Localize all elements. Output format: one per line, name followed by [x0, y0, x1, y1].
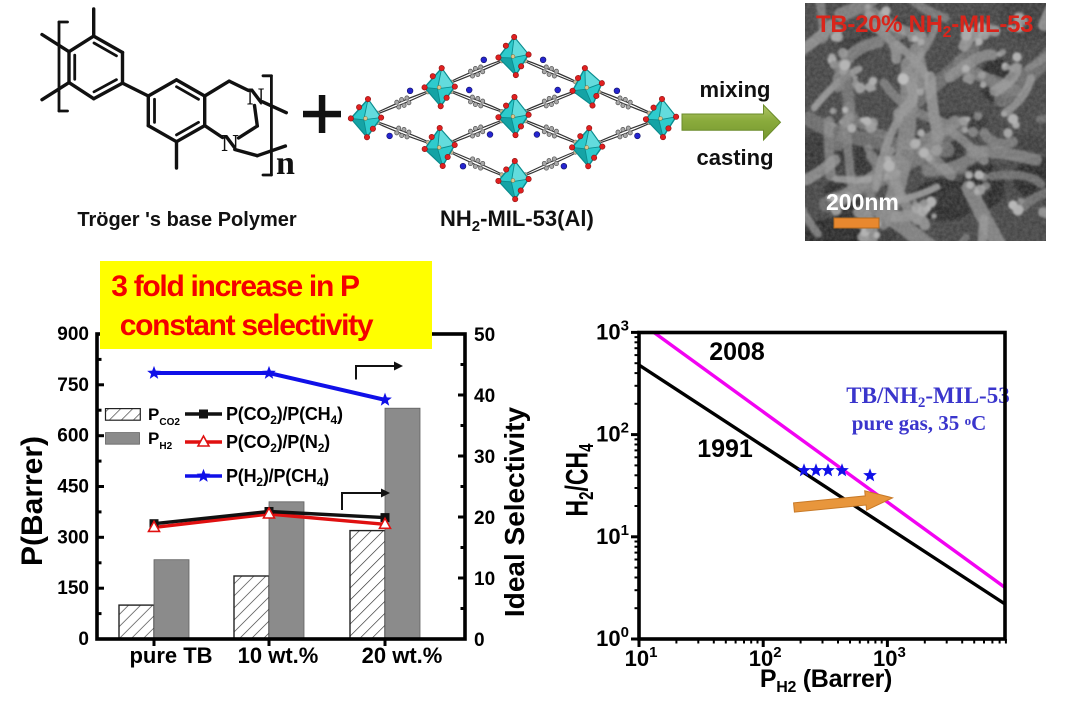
svg-text:N: N [221, 131, 239, 157]
svg-text:H2/CH4: H2/CH4 [559, 443, 597, 516]
svg-text:TB-20% NH2-MIL-53: TB-20% NH2-MIL-53 [816, 11, 1033, 41]
svg-text:20 wt.%: 20 wt.% [362, 643, 443, 668]
svg-text:750: 750 [57, 375, 89, 396]
svg-text:10: 10 [474, 569, 495, 590]
svg-text:pure TB: pure TB [129, 643, 212, 668]
svg-text:N: N [247, 85, 265, 111]
svg-text:mixing: mixing [700, 77, 771, 102]
svg-text:TB/NH2-MIL-53: TB/NH2-MIL-53 [846, 383, 1009, 411]
svg-text:P(Barrer): P(Barrer) [16, 436, 49, 566]
svg-text:2008: 2008 [709, 338, 765, 366]
svg-text:P(H2)/P(CH4): P(H2)/P(CH4) [226, 466, 329, 489]
svg-text:P(CO2)/P(CH4): P(CO2)/P(CH4) [226, 404, 343, 427]
svg-text:n: n [276, 145, 295, 182]
svg-text:30: 30 [474, 447, 495, 468]
svg-text:50: 50 [474, 325, 495, 346]
svg-text:600: 600 [57, 426, 89, 447]
svg-text:200nm: 200nm [826, 189, 899, 215]
svg-text:10 wt.%: 10 wt.% [238, 643, 319, 668]
svg-text:40: 40 [474, 386, 495, 407]
svg-text:300: 300 [57, 527, 89, 548]
svg-text:900: 900 [57, 324, 89, 345]
svg-text:Ideal Selectivity: Ideal Selectivity [499, 407, 530, 618]
svg-text:pure gas, 35 oC: pure gas, 35 oC [852, 411, 986, 435]
svg-text:20: 20 [474, 508, 495, 529]
svg-text:0: 0 [474, 630, 485, 651]
svg-text:Tröger 's base Polymer: Tröger 's base Polymer [77, 209, 297, 231]
svg-text:P(CO2)/P(N2): P(CO2)/P(N2) [226, 432, 330, 455]
svg-text:PH2 (Barrer): PH2 (Barrer) [760, 665, 892, 696]
svg-text:1991: 1991 [697, 435, 753, 463]
svg-text:450: 450 [57, 477, 89, 498]
svg-text:0: 0 [78, 629, 89, 650]
svg-text:constant selectivity: constant selectivity [120, 309, 374, 342]
svg-text:NH2-MIL-53(Al): NH2-MIL-53(Al) [440, 206, 594, 235]
svg-text:casting: casting [696, 145, 773, 170]
svg-text:150: 150 [57, 578, 89, 599]
svg-text:3 fold increase in P: 3 fold increase in P [111, 270, 359, 303]
